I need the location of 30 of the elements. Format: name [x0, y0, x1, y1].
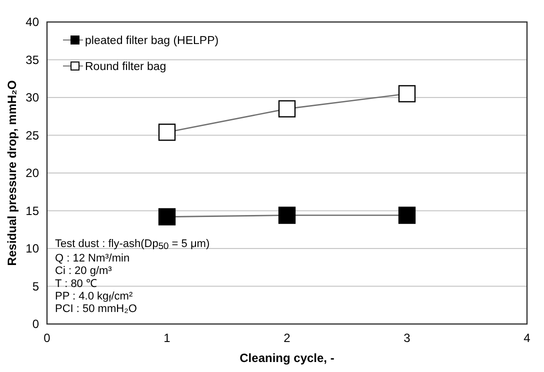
point — [158, 124, 176, 141]
y-tick-label: 30 — [26, 90, 40, 105]
y-tick-label: 5 — [32, 279, 40, 294]
annotation: PCI : 50 mmH₂O — [55, 303, 138, 315]
point — [398, 206, 416, 224]
annotation: PP : 4.0 kg$_{f}$/cm² — [55, 290, 133, 304]
y-tick-label: 35 — [26, 52, 40, 67]
y-axis-title: Residual pressure drop, mmH₂O — [5, 80, 19, 266]
y-tick-label: 0 — [32, 317, 40, 332]
y-tick-label: 15 — [26, 204, 40, 218]
x-tick-label: 0 — [44, 331, 51, 345]
annotation: Test dust : fly-ash(Dp$_{50}$ = 5 μm) — [55, 238, 210, 251]
annotation: Ci : 20 g/m³ — [55, 265, 112, 278]
x-axis-title: Cleaning cycle, - — [240, 351, 334, 365]
y-tick-label: 40 — [26, 15, 40, 30]
y-tick-label: 20 — [26, 166, 40, 180]
x-tick-label: 1 — [164, 331, 171, 345]
y-tick-label: 10 — [26, 242, 40, 256]
x-tick-label: 4 — [524, 331, 531, 345]
point — [398, 85, 416, 102]
y-tick-label: 25 — [26, 128, 40, 142]
point — [158, 208, 176, 226]
x-tick-label: 2 — [284, 331, 291, 345]
annotation: Q : 12 Nm³/min — [55, 252, 130, 265]
point — [278, 100, 296, 118]
x-tick-label: 3 — [404, 331, 411, 345]
annotation: T : 80 ℃ — [55, 278, 97, 290]
legend-label: Round filter bag — [85, 61, 166, 74]
point — [278, 206, 296, 224]
legend-label: pleated filter bag (HELPP) — [85, 35, 219, 48]
